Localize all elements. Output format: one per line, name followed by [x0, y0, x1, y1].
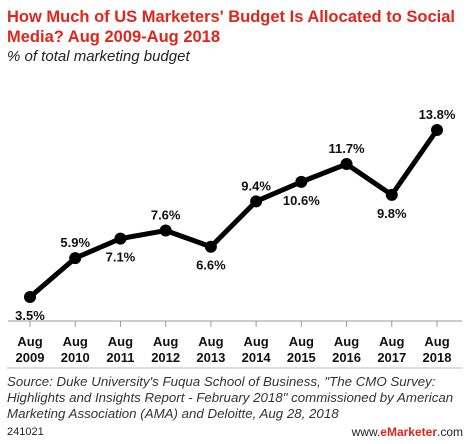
data-label: 10.6%	[283, 193, 320, 208]
data-point	[69, 252, 82, 265]
data-label: 3.5%	[15, 308, 45, 323]
data-point	[431, 124, 443, 136]
data-label: 13.8%	[419, 107, 456, 122]
data-point	[250, 195, 263, 208]
x-tick-label: Aug 2014	[242, 334, 272, 365]
series-line	[27, 127, 440, 300]
data-point	[385, 188, 398, 201]
data-point	[204, 240, 217, 253]
chart-id: 241021	[7, 426, 44, 438]
x-tick-label: Aug 2011	[106, 334, 134, 365]
data-point	[295, 175, 308, 188]
brand-suffix: .com	[436, 425, 463, 439]
emarketer-logo: www.eMarketer.com	[352, 425, 463, 439]
data-label: 5.9%	[60, 235, 90, 250]
data-point	[24, 291, 36, 303]
x-tick-label: Aug 2009	[16, 334, 45, 365]
data-point	[340, 158, 353, 171]
x-tick-label: Aug 2015	[287, 334, 316, 365]
data-label: 9.4%	[241, 178, 271, 193]
brand-name: eMarketer	[380, 425, 437, 439]
x-tick-label: Aug 2018	[423, 334, 452, 365]
data-label: 7.6%	[151, 208, 181, 223]
x-tick-label: Aug 2017	[377, 334, 406, 365]
chart-subtitle: % of total marketing budget	[7, 48, 190, 65]
x-tick-label: Aug 2013	[196, 334, 225, 365]
data-label: 11.7%	[328, 141, 365, 156]
data-point	[114, 232, 127, 245]
data-point	[159, 224, 172, 237]
x-tick-label: Aug 2012	[151, 334, 180, 365]
source-note: Source: Duke University's Fuqua School o…	[7, 374, 454, 421]
x-tick-label: Aug 2016	[332, 334, 361, 365]
data-label: 9.8%	[377, 206, 407, 221]
chart-title: How Much of US Marketers' Budget Is Allo…	[7, 8, 455, 46]
data-label: 6.6%	[196, 258, 226, 273]
data-label: 7.1%	[106, 250, 136, 265]
x-tick-label: Aug 2010	[61, 334, 90, 365]
brand-prefix: www.	[351, 425, 381, 439]
